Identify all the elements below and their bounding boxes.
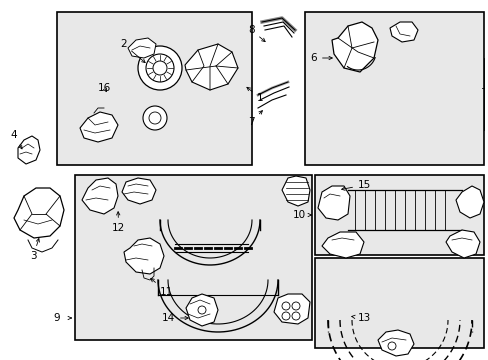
Bar xyxy=(57,12,251,165)
Polygon shape xyxy=(185,294,218,326)
Circle shape xyxy=(291,302,299,310)
Polygon shape xyxy=(317,186,349,220)
Circle shape xyxy=(387,342,395,350)
Polygon shape xyxy=(455,186,483,218)
Polygon shape xyxy=(445,230,479,258)
Text: 7: 7 xyxy=(247,111,262,127)
Circle shape xyxy=(146,54,174,82)
Polygon shape xyxy=(14,188,64,238)
Polygon shape xyxy=(124,238,163,274)
Text: 6: 6 xyxy=(310,53,332,63)
Text: 15: 15 xyxy=(341,180,370,190)
Polygon shape xyxy=(80,112,118,142)
Bar xyxy=(314,258,483,348)
Text: 13: 13 xyxy=(351,313,370,323)
Polygon shape xyxy=(377,330,413,356)
Polygon shape xyxy=(331,22,377,72)
Circle shape xyxy=(198,306,205,314)
Text: 8: 8 xyxy=(247,25,264,42)
Circle shape xyxy=(282,312,289,320)
Polygon shape xyxy=(18,136,40,164)
Circle shape xyxy=(291,312,299,320)
Polygon shape xyxy=(389,22,417,42)
Bar xyxy=(314,175,483,255)
Circle shape xyxy=(153,61,167,75)
Text: 4: 4 xyxy=(10,130,22,149)
Text: 9: 9 xyxy=(53,313,60,323)
Polygon shape xyxy=(128,38,156,58)
Circle shape xyxy=(282,302,289,310)
Text: 5: 5 xyxy=(486,83,488,93)
Polygon shape xyxy=(122,178,156,204)
Text: 11: 11 xyxy=(150,278,173,297)
Polygon shape xyxy=(282,176,309,206)
Text: 1: 1 xyxy=(246,87,263,103)
Bar xyxy=(75,175,311,340)
Text: 16: 16 xyxy=(98,83,111,93)
Circle shape xyxy=(142,106,167,130)
Circle shape xyxy=(138,46,182,90)
Polygon shape xyxy=(273,294,309,324)
Polygon shape xyxy=(321,232,363,258)
Text: 2: 2 xyxy=(120,39,145,63)
Polygon shape xyxy=(184,44,238,90)
Text: 12: 12 xyxy=(112,212,125,233)
Text: 3: 3 xyxy=(30,239,40,261)
Text: 14: 14 xyxy=(162,313,188,323)
Bar xyxy=(305,12,483,165)
Text: 10: 10 xyxy=(292,210,305,220)
Circle shape xyxy=(149,112,161,124)
Polygon shape xyxy=(82,178,118,214)
